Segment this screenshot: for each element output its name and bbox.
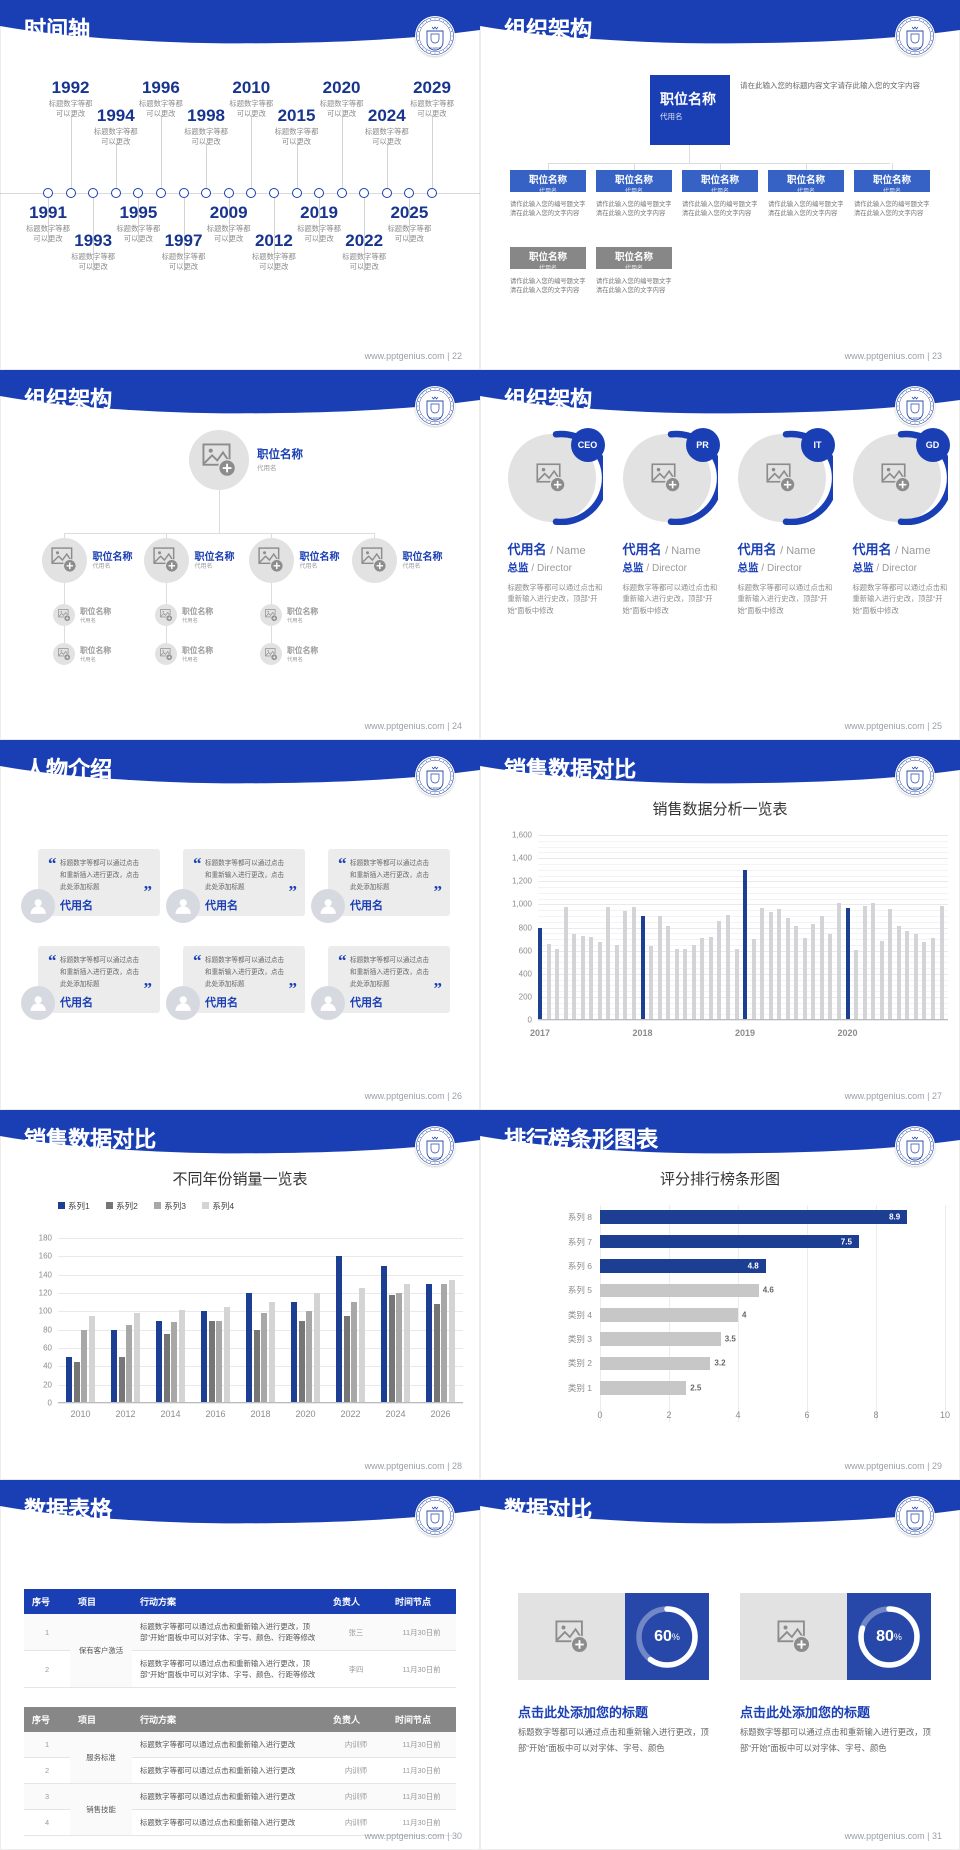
svg-text:SCHOOL: SCHOOL [429, 786, 442, 790]
svg-text:SCHOOL: SCHOOL [429, 1156, 442, 1160]
svg-text:SCHOOL: SCHOOL [909, 46, 922, 50]
svg-text:SCHOOL: SCHOOL [909, 416, 922, 420]
svg-text:SCHOOL: SCHOOL [909, 1156, 922, 1160]
svg-text:SCHOOL: SCHOOL [429, 416, 442, 420]
svg-text:SCHOOL: SCHOOL [909, 1526, 922, 1530]
svg-text:SCHOOL: SCHOOL [429, 46, 442, 50]
svg-text:SCHOOL: SCHOOL [909, 786, 922, 790]
svg-text:SCHOOL: SCHOOL [429, 1526, 442, 1530]
